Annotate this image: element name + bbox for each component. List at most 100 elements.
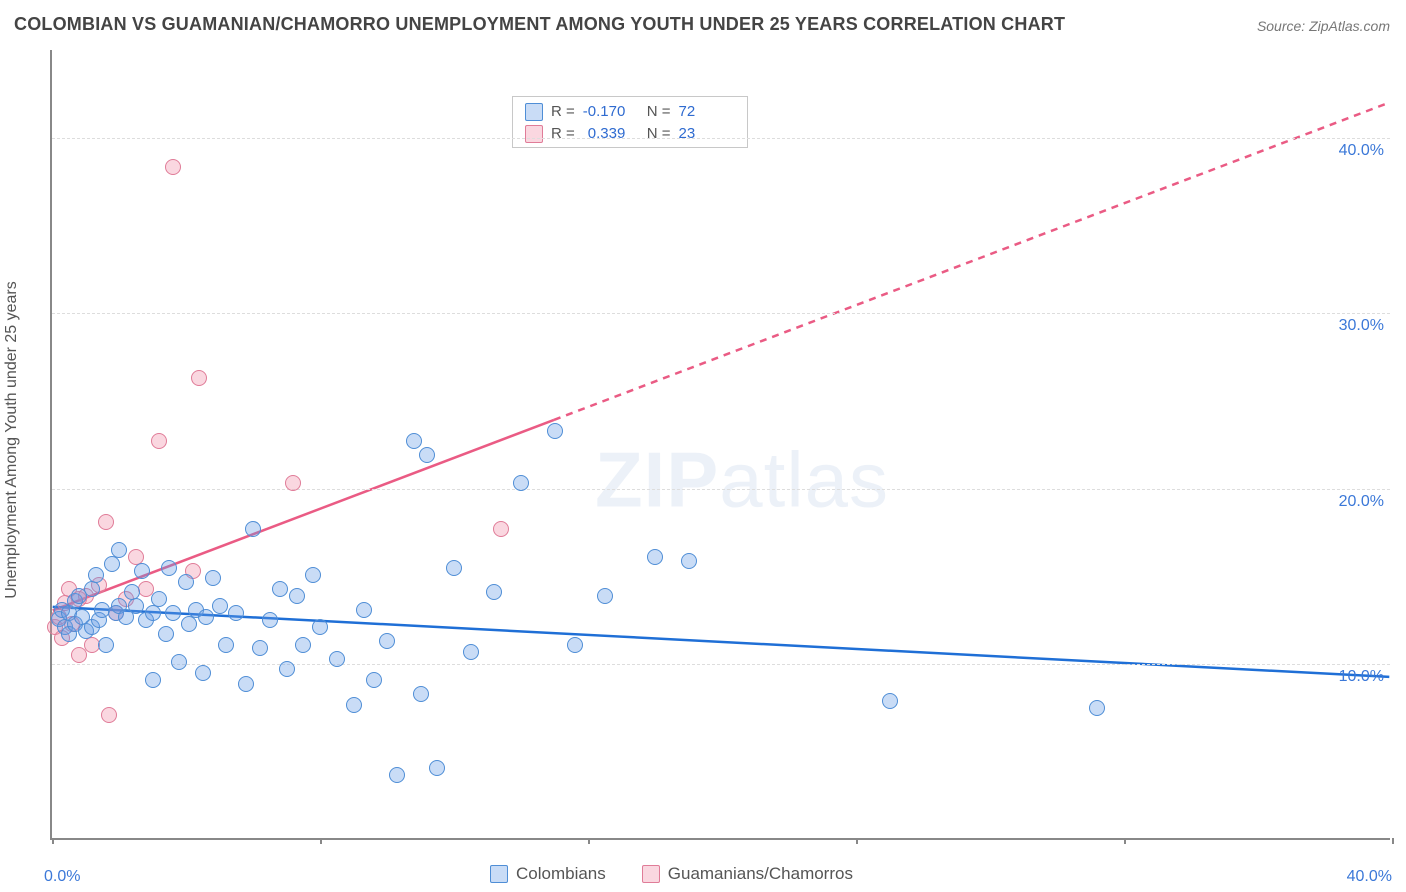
swatch-guamanians: [525, 125, 543, 143]
scatter-point-colombians: [1089, 700, 1105, 716]
scatter-point-colombians: [597, 588, 613, 604]
scatter-point-colombians: [429, 760, 445, 776]
trend-lines-layer: [52, 50, 1390, 838]
scatter-point-colombians: [252, 640, 268, 656]
y-axis-label: Unemployment Among Youth under 25 years: [3, 281, 21, 599]
n-value-guamanians: 23: [679, 123, 735, 145]
x-axis-max-label: 40.0%: [1347, 868, 1392, 886]
r-value-colombians: -0.170: [583, 101, 639, 123]
scatter-point-colombians: [145, 605, 161, 621]
scatter-point-colombians: [228, 605, 244, 621]
scatter-point-colombians: [181, 616, 197, 632]
scatter-point-colombians: [329, 651, 345, 667]
x-axis-min-label: 0.0%: [44, 868, 80, 886]
scatter-point-colombians: [145, 672, 161, 688]
scatter-point-colombians: [262, 612, 278, 628]
x-tick: [320, 838, 322, 844]
scatter-point-colombians: [295, 637, 311, 653]
scatter-point-colombians: [389, 767, 405, 783]
scatter-point-colombians: [218, 637, 234, 653]
plot-area: ZIPatlas R = -0.170 N = 72 R = 0.339 N =…: [50, 50, 1390, 840]
scatter-point-colombians: [882, 693, 898, 709]
trend-line: [53, 420, 554, 610]
scatter-point-colombians: [151, 591, 167, 607]
scatter-point-colombians: [305, 567, 321, 583]
scatter-point-guamanians: [98, 514, 114, 530]
scatter-point-colombians: [413, 686, 429, 702]
scatter-point-colombians: [171, 654, 187, 670]
scatter-point-guamanians: [71, 647, 87, 663]
scatter-point-guamanians: [493, 521, 509, 537]
scatter-point-colombians: [366, 672, 382, 688]
x-tick: [52, 838, 54, 844]
trend-line: [554, 103, 1389, 420]
gridline: [52, 664, 1390, 665]
swatch-guamanians-icon: [642, 865, 660, 883]
y-tick-label: 10.0%: [1339, 668, 1384, 686]
scatter-point-colombians: [647, 549, 663, 565]
n-value-colombians: 72: [679, 101, 735, 123]
y-tick-label: 20.0%: [1339, 493, 1384, 511]
x-tick: [1392, 838, 1394, 844]
scatter-point-colombians: [406, 433, 422, 449]
scatter-point-colombians: [165, 605, 181, 621]
scatter-point-guamanians: [151, 433, 167, 449]
scatter-point-guamanians: [101, 707, 117, 723]
legend-entry-guamanians: Guamanians/Chamorros: [642, 864, 853, 884]
scatter-point-colombians: [681, 553, 697, 569]
x-tick: [856, 838, 858, 844]
scatter-point-colombians: [463, 644, 479, 660]
scatter-point-colombians: [198, 609, 214, 625]
scatter-point-colombians: [212, 598, 228, 614]
gridline: [52, 313, 1390, 314]
series-legend: Colombians Guamanians/Chamorros: [490, 864, 853, 884]
swatch-colombians-icon: [490, 865, 508, 883]
y-tick-label: 30.0%: [1339, 317, 1384, 335]
scatter-point-colombians: [195, 665, 211, 681]
scatter-point-colombians: [446, 560, 462, 576]
scatter-point-colombians: [98, 637, 114, 653]
legend-row-guamanians: R = 0.339 N = 23: [525, 123, 735, 145]
x-tick: [1124, 838, 1126, 844]
swatch-colombians: [525, 103, 543, 121]
scatter-point-guamanians: [165, 159, 181, 175]
legend-label-colombians: Colombians: [516, 864, 606, 884]
scatter-point-colombians: [205, 570, 221, 586]
x-tick: [588, 838, 590, 844]
scatter-point-colombians: [158, 626, 174, 642]
scatter-point-colombians: [279, 661, 295, 677]
scatter-point-colombians: [567, 637, 583, 653]
scatter-point-colombians: [346, 697, 362, 713]
chart-container: COLOMBIAN VS GUAMANIAN/CHAMORRO UNEMPLOY…: [0, 0, 1406, 892]
scatter-point-colombians: [111, 542, 127, 558]
scatter-point-colombians: [134, 563, 150, 579]
r-value-guamanians: 0.339: [583, 123, 639, 145]
scatter-point-colombians: [379, 633, 395, 649]
scatter-point-guamanians: [191, 370, 207, 386]
scatter-point-colombians: [289, 588, 305, 604]
scatter-point-colombians: [356, 602, 372, 618]
source-attribution: Source: ZipAtlas.com: [1257, 18, 1390, 34]
scatter-point-colombians: [312, 619, 328, 635]
scatter-point-colombians: [84, 581, 100, 597]
scatter-point-colombians: [272, 581, 288, 597]
gridline: [52, 138, 1390, 139]
legend-row-colombians: R = -0.170 N = 72: [525, 101, 735, 123]
scatter-point-guamanians: [285, 475, 301, 491]
chart-title: COLOMBIAN VS GUAMANIAN/CHAMORRO UNEMPLOY…: [14, 14, 1065, 35]
legend-label-guamanians: Guamanians/Chamorros: [668, 864, 853, 884]
correlation-legend: R = -0.170 N = 72 R = 0.339 N = 23: [512, 96, 748, 148]
scatter-point-colombians: [419, 447, 435, 463]
scatter-point-colombians: [238, 676, 254, 692]
scatter-point-colombians: [128, 598, 144, 614]
gridline: [52, 489, 1390, 490]
scatter-point-colombians: [161, 560, 177, 576]
scatter-point-colombians: [486, 584, 502, 600]
scatter-point-colombians: [513, 475, 529, 491]
legend-entry-colombians: Colombians: [490, 864, 606, 884]
scatter-point-colombians: [104, 556, 120, 572]
y-tick-label: 40.0%: [1339, 142, 1384, 160]
scatter-point-colombians: [245, 521, 261, 537]
scatter-point-colombians: [547, 423, 563, 439]
scatter-point-colombians: [178, 574, 194, 590]
